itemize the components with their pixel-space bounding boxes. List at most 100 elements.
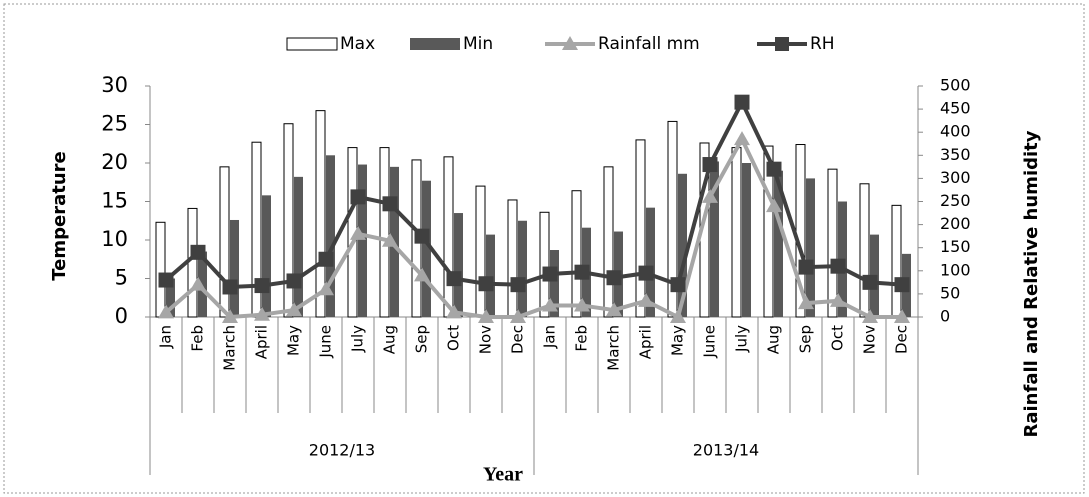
marker bbox=[638, 265, 654, 281]
x-tick-label: Sep bbox=[797, 325, 815, 353]
bar bbox=[710, 161, 719, 317]
y2-axis-title: Rainfall and Relative humidity bbox=[1021, 130, 1042, 437]
x-tick-label: Nov bbox=[861, 325, 879, 354]
marker bbox=[606, 270, 622, 286]
x-tick-label: Feb bbox=[189, 325, 207, 352]
bar bbox=[326, 155, 335, 317]
marker bbox=[382, 232, 398, 247]
y2-tick-label: 250 bbox=[940, 191, 971, 210]
line bbox=[164, 134, 902, 320]
y2-tick-label: 350 bbox=[940, 145, 971, 164]
marker bbox=[510, 309, 526, 323]
marker bbox=[894, 277, 910, 293]
marker bbox=[254, 278, 270, 294]
marker bbox=[542, 297, 558, 312]
marker bbox=[254, 306, 270, 321]
legend-label: Rainfall mm bbox=[598, 34, 700, 54]
x-axis-title: Year bbox=[483, 464, 523, 486]
marker bbox=[350, 225, 366, 240]
bar bbox=[294, 176, 303, 317]
bar bbox=[166, 278, 175, 317]
frame bbox=[3, 3, 1085, 494]
y2-tick-label: 400 bbox=[940, 122, 971, 141]
marker bbox=[894, 309, 910, 323]
bar bbox=[187, 207, 198, 318]
marker bbox=[670, 309, 686, 323]
marker bbox=[286, 273, 302, 289]
legend-marker bbox=[562, 36, 578, 50]
bar bbox=[635, 139, 646, 318]
x-tick-label: July bbox=[349, 325, 367, 353]
legend-label: RH bbox=[810, 34, 835, 54]
marker bbox=[350, 189, 366, 205]
group-label: 2012/13 bbox=[309, 441, 375, 460]
marker bbox=[702, 188, 718, 203]
bar bbox=[155, 221, 166, 318]
marker bbox=[190, 276, 206, 291]
x-tick-label: Feb bbox=[573, 325, 591, 352]
marker bbox=[478, 309, 494, 323]
y-tick-label: 15 bbox=[101, 189, 128, 213]
x-tick-label: March bbox=[605, 325, 623, 371]
marker bbox=[798, 295, 814, 310]
x-tick-label: June bbox=[701, 325, 719, 359]
bar bbox=[667, 120, 678, 318]
bar bbox=[774, 170, 783, 317]
marker bbox=[446, 271, 462, 287]
y2-tick-label: 500 bbox=[940, 76, 971, 95]
x-tick-label: Oct bbox=[829, 325, 847, 351]
bar bbox=[731, 147, 742, 318]
y-tick-label: 10 bbox=[101, 227, 128, 251]
bar bbox=[379, 147, 390, 318]
bar bbox=[475, 185, 486, 318]
y-axis-title: Temperature bbox=[49, 151, 70, 280]
marker bbox=[286, 302, 302, 317]
marker bbox=[734, 94, 750, 110]
marker bbox=[446, 304, 462, 319]
marker bbox=[766, 198, 782, 213]
x-tick-label: May bbox=[669, 325, 687, 356]
marker bbox=[638, 292, 654, 307]
marker bbox=[158, 272, 174, 288]
bar bbox=[422, 180, 431, 317]
bar bbox=[230, 219, 239, 317]
y2-tick-label: 50 bbox=[940, 283, 960, 302]
bar bbox=[891, 204, 902, 318]
marker bbox=[222, 309, 238, 323]
bar bbox=[859, 183, 870, 318]
bar bbox=[646, 207, 655, 317]
bar bbox=[507, 199, 518, 318]
marker bbox=[414, 267, 430, 282]
bar bbox=[827, 168, 838, 318]
marker bbox=[862, 274, 878, 290]
marker bbox=[318, 251, 334, 267]
bar bbox=[198, 251, 207, 317]
bar bbox=[454, 213, 463, 317]
marker bbox=[158, 304, 174, 319]
x-tick-label: Dec bbox=[893, 325, 911, 354]
bar bbox=[283, 123, 294, 318]
marker bbox=[830, 258, 846, 274]
x-tick-label: Nov bbox=[477, 325, 495, 354]
marker bbox=[606, 302, 622, 317]
marker bbox=[222, 279, 238, 295]
y2-tick-label: 200 bbox=[940, 214, 971, 233]
marker bbox=[670, 277, 686, 293]
bar bbox=[358, 164, 367, 317]
y-tick-label: 25 bbox=[101, 112, 128, 136]
bar bbox=[486, 234, 495, 317]
y2-tick-label: 450 bbox=[940, 99, 971, 118]
bar bbox=[603, 166, 614, 318]
y2-tick-label: 0 bbox=[940, 307, 950, 326]
y-tick-label: 30 bbox=[101, 73, 128, 97]
bar bbox=[742, 163, 751, 317]
marker bbox=[478, 276, 494, 292]
marker bbox=[542, 266, 558, 282]
x-tick-label: Sep bbox=[413, 325, 431, 353]
marker bbox=[702, 157, 718, 173]
bar bbox=[678, 173, 687, 317]
x-tick-label: Aug bbox=[381, 325, 399, 354]
y-tick-label: 5 bbox=[115, 266, 128, 290]
bar bbox=[443, 156, 454, 318]
legend-label: Min bbox=[463, 34, 493, 54]
